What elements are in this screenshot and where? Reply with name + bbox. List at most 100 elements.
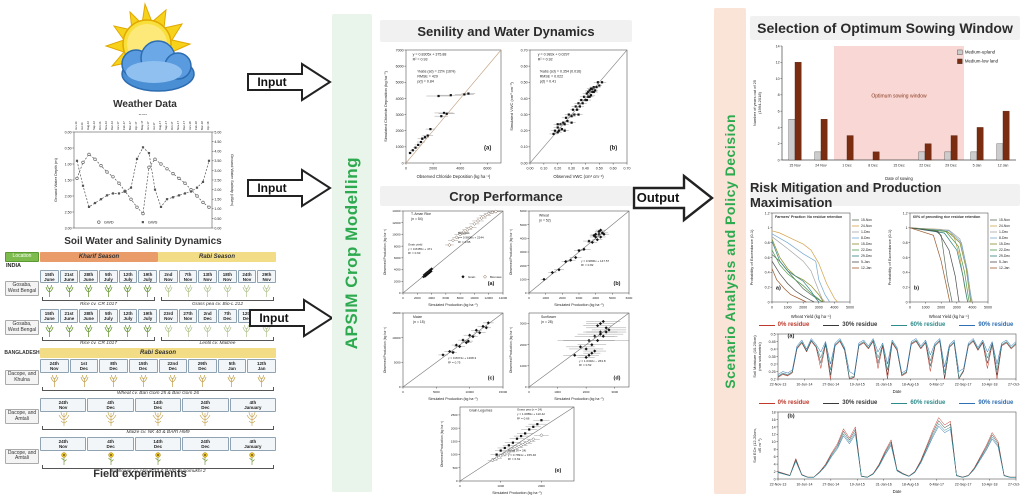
- residue-legend-label: 0% residue: [777, 400, 810, 406]
- svg-text:3.50: 3.50: [214, 159, 221, 163]
- cloud-icon: [121, 40, 195, 92]
- svg-text:14: 14: [772, 425, 776, 429]
- svg-text:y = 0.8455x + 471: y = 0.8455x + 471: [408, 247, 432, 251]
- rice-plant-icon: [104, 285, 113, 298]
- svg-text:dS m⁻¹): dS m⁻¹): [757, 438, 762, 453]
- sowing-date-chip: 18th Nov: [218, 270, 237, 284]
- residue-legend-item: 60% residue: [891, 322, 945, 328]
- rice-scatter-chart: 0 2000 4000 6000 8000 10000 12000 14000 0 2000 400…: [381, 208, 507, 308]
- india-experiment-row: Gosaba, West Bengal 15th June 21st June 28th…: [4, 309, 277, 346]
- svg-text:Apr-17: Apr-17: [134, 121, 138, 130]
- svg-text:R² = 0.66: R² = 0.66: [517, 417, 530, 421]
- svg-text:R² = 0.63: R² = 0.63: [408, 251, 421, 255]
- sowing-date-chip: 12th July: [118, 270, 138, 284]
- svg-text:p(t) = 0.41: p(t) = 0.41: [540, 80, 556, 84]
- field-experiments-label: Field experiments: [93, 468, 187, 480]
- residue-legend-label: 90% residue: [978, 322, 1014, 328]
- pea-plant-icon: [223, 285, 232, 298]
- svg-text:Feb-18: Feb-18: [194, 121, 198, 130]
- crop-cultivar-label: Rice cv. CR 1017: [80, 341, 117, 346]
- residue-legend-swatch: [758, 324, 775, 326]
- risk-panel-header: Risk Mitigation and Production Maximisat…: [750, 180, 1020, 210]
- experiment-group: 24th Nov 4th Dec 14th Dec 24th Dec 4th January Su…: [40, 437, 277, 474]
- svg-text:15-Dec: 15-Dec: [861, 242, 872, 246]
- svg-text:Apr-18: Apr-18: [206, 121, 210, 130]
- sowing-date-chip: 5th July: [99, 309, 118, 323]
- sowing-date-chip: 28th June: [79, 270, 99, 284]
- senility-panel-header: Senility and Water Dynamics: [380, 20, 632, 42]
- svg-text:0.00: 0.00: [521, 161, 528, 165]
- svg-text:Mar-17: Mar-17: [128, 121, 132, 130]
- crop-cultivar-label: Maize cv. NK 40 & BARI HM9: [126, 430, 190, 436]
- svg-text:22-Dec: 22-Dec: [999, 248, 1010, 252]
- svg-text:(d): (d): [614, 376, 621, 382]
- svg-text:Simulated Production (kg ha⁻¹): Simulated Production (kg ha⁻¹): [554, 303, 603, 307]
- sowing-date-chip: 15th June: [40, 309, 59, 323]
- svg-text:Observed Production (kg ha⁻¹): Observed Production (kg ha⁻¹): [440, 421, 444, 467]
- svg-text:5000: 5000: [394, 360, 401, 364]
- site-label: Dacope, and Khulna: [5, 370, 39, 386]
- india-label: INDIA: [6, 263, 21, 269]
- svg-text:8: 8: [778, 93, 780, 97]
- svg-text:Simulated Chloride Deposition: Simulated Chloride Deposition (kg ha⁻¹): [383, 70, 388, 141]
- svg-text:Dec-17: Dec-17: [182, 121, 186, 130]
- svg-text:0.8: 0.8: [903, 241, 908, 245]
- svg-text:3000: 3000: [576, 296, 583, 300]
- svg-text:22-Dec: 22-Dec: [861, 248, 872, 252]
- svg-text:0: 0: [909, 306, 911, 310]
- svg-text:Dec-16: Dec-16: [110, 121, 114, 130]
- pea-plant-icon: [164, 285, 173, 298]
- sowing-date-chip: 24th Dec: [182, 398, 229, 412]
- scenario-bar-label: Scenario Analysis and Policy Decision: [722, 113, 738, 389]
- scenario-analysis-bar: Scenario Analysis and Policy Decision: [714, 8, 746, 494]
- svg-text:27-Oct-18: 27-Oct-18: [1008, 383, 1020, 387]
- wheat-scatter-chart: 0 1000 2000 3000 4000 5000 6000 0 1000 2000 3000 40…: [507, 208, 633, 308]
- svg-text:15 Dec: 15 Dec: [893, 164, 905, 168]
- svg-text:22-Sep-17: 22-Sep-17: [955, 483, 972, 487]
- svg-text:Sep-16: Sep-16: [92, 121, 96, 130]
- svg-text:Simulated Production (kg ha⁻¹): Simulated Production (kg ha⁻¹): [428, 397, 477, 401]
- svg-text:0.10: 0.10: [540, 167, 547, 171]
- svg-text:0.4: 0.4: [903, 271, 908, 275]
- svg-text:0: 0: [768, 300, 770, 304]
- svg-text:y = 1.0332x − 263.8: y = 1.0332x − 263.8: [579, 359, 606, 363]
- sowing-date-chip: 14th Dec: [134, 398, 182, 412]
- svg-text:0.8: 0.8: [765, 241, 770, 245]
- svg-text:29-Dec: 29-Dec: [861, 254, 872, 258]
- legumes-scatter-chart: 0 1000 2000 0 500 1000 1500 2000 2500 Simulated P…: [438, 404, 578, 496]
- svg-text:Observed Production (kg ha⁻¹): Observed Production (kg ha⁻¹): [509, 229, 513, 275]
- svg-text:4000: 4000: [428, 296, 435, 300]
- svg-text:0.50: 0.50: [596, 167, 603, 171]
- pea-plant-icon: [223, 324, 232, 337]
- group-bracket: [42, 386, 274, 391]
- sowing-date-chip: 29th Nov: [257, 270, 277, 284]
- svg-text:60% of preceding rice residue: 60% of preceding rice residue retention: [913, 215, 980, 219]
- sowing-date-chip: 23rd Nov: [159, 309, 178, 323]
- sunflower-plant-icon: [108, 452, 114, 465]
- svg-text:27-Dec-14: 27-Dec-14: [822, 483, 839, 487]
- svg-text:2000: 2000: [394, 279, 401, 283]
- svg-text:31-Jan-16: 31-Jan-16: [876, 383, 892, 387]
- svg-text:0: 0: [402, 296, 404, 300]
- sowing-date-chip: 21st June: [59, 270, 79, 284]
- svg-text:p(t) = 0.84: p(t) = 0.84: [417, 80, 433, 84]
- svg-text:22 Dec: 22 Dec: [919, 164, 931, 168]
- pea-plant-icon: [203, 285, 212, 298]
- svg-text:%abs (sd) = 22% (16%): %abs (sd) = 22% (16%): [417, 70, 455, 74]
- svg-text:Jun-17: Jun-17: [146, 121, 150, 130]
- svg-text:5000: 5000: [609, 296, 616, 300]
- svg-text:y = 0.983x + 0.0297: y = 0.983x + 0.0297: [538, 53, 570, 57]
- residue-legend-label: 30% residue: [842, 400, 878, 406]
- svg-text:2000: 2000: [396, 129, 404, 133]
- svg-text:5.00: 5.00: [214, 130, 221, 134]
- residue-legend-item: 0% residue: [758, 400, 810, 406]
- svg-text:4000: 4000: [520, 236, 527, 240]
- svg-text:0.2: 0.2: [771, 377, 776, 381]
- svg-text:0.50: 0.50: [521, 81, 528, 85]
- svg-text:R² = 0.75: R² = 0.75: [448, 360, 461, 364]
- svg-text:5000: 5000: [433, 390, 440, 394]
- svg-text:Wheat Yield (kg ha⁻¹): Wheat Yield (kg ha⁻¹): [929, 314, 970, 319]
- svg-text:12000: 12000: [392, 221, 401, 225]
- svg-text:(mm volumetric): (mm volumetric): [757, 342, 762, 371]
- sowing-date-chip: 4th Dec: [87, 398, 134, 412]
